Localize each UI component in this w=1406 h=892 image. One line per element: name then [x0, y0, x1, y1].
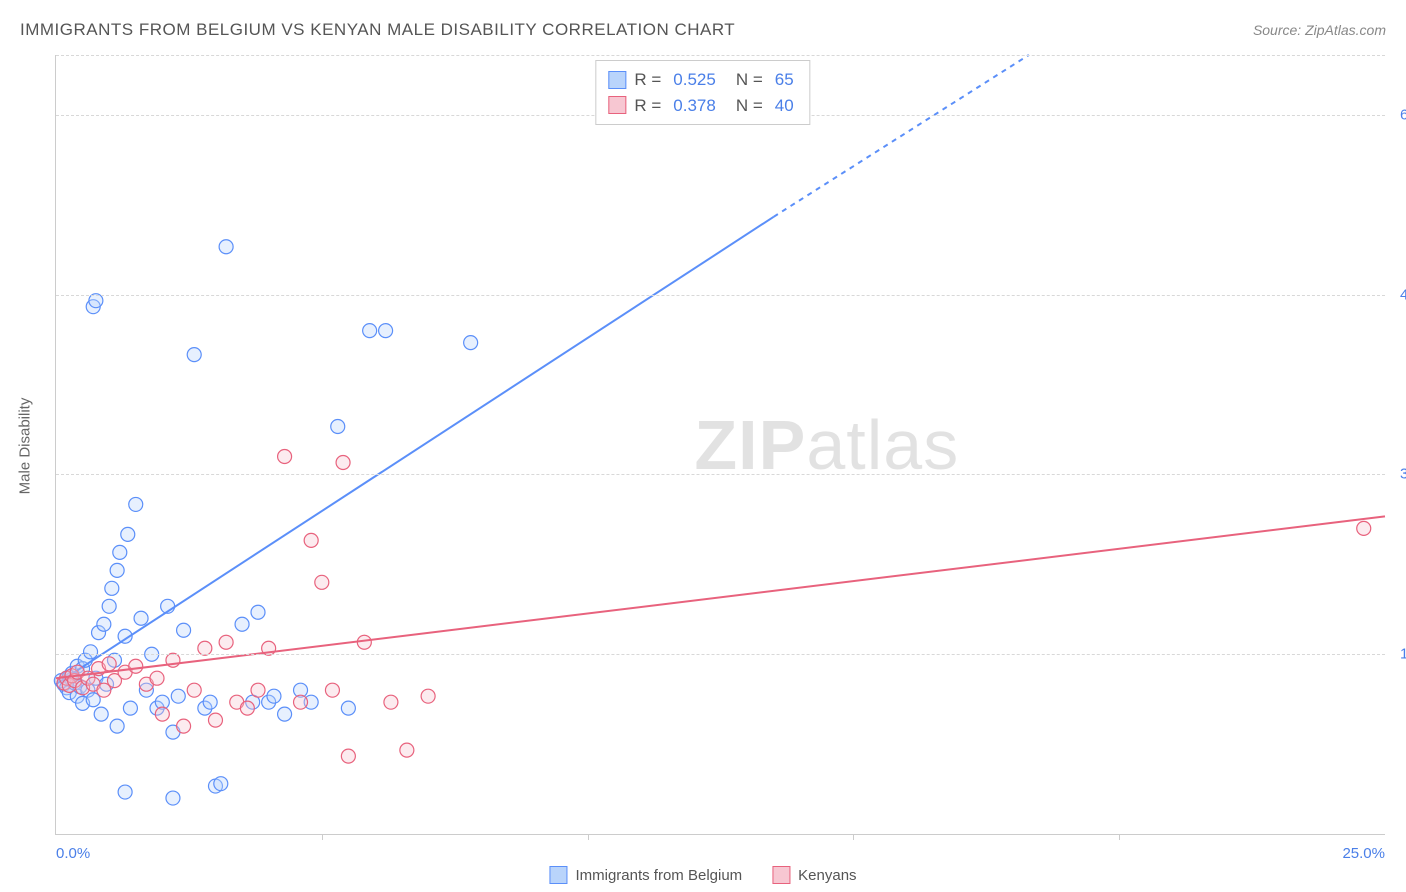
stats-legend-box: R = 0.525 N = 65 R = 0.378 N = 40: [595, 60, 810, 125]
stat-n-label: N =: [736, 67, 763, 93]
data-point: [198, 641, 212, 655]
stat-n-value: 65: [771, 67, 798, 93]
data-point: [251, 683, 265, 697]
gridline: [56, 654, 1385, 655]
data-point: [1357, 521, 1371, 535]
stats-row: R = 0.378 N = 40: [608, 93, 797, 119]
data-point: [121, 527, 135, 541]
y-tick-label: 60.0%: [1390, 106, 1406, 123]
title-bar: IMMIGRANTS FROM BELGIUM VS KENYAN MALE D…: [20, 20, 1386, 40]
source-label: Source: ZipAtlas.com: [1253, 22, 1386, 38]
data-point: [203, 695, 217, 709]
stat-r-label: R =: [634, 67, 661, 93]
data-point: [331, 420, 345, 434]
data-point: [379, 324, 393, 338]
data-point: [94, 707, 108, 721]
data-point: [267, 689, 281, 703]
data-point: [278, 449, 292, 463]
data-point: [129, 497, 143, 511]
stat-n-value: 40: [771, 93, 798, 119]
data-point: [134, 611, 148, 625]
y-tick-label: 15.0%: [1390, 646, 1406, 663]
trendline-extrapolated: [774, 55, 1029, 217]
legend-swatch: [608, 96, 626, 114]
x-tick-label: 0.0%: [56, 845, 90, 862]
stat-n-label: N =: [736, 93, 763, 119]
x-tick: [588, 834, 589, 840]
data-point: [219, 635, 233, 649]
stat-r-label: R =: [634, 93, 661, 119]
data-point: [89, 294, 103, 308]
gridline: [56, 474, 1385, 475]
x-tick: [1119, 834, 1120, 840]
gridline: [56, 295, 1385, 296]
data-point: [177, 719, 191, 733]
data-point: [278, 707, 292, 721]
data-point: [341, 749, 355, 763]
data-point: [315, 575, 329, 589]
legend-item: Kenyans: [772, 866, 856, 884]
data-point: [235, 617, 249, 631]
stat-r-value: 0.378: [669, 93, 720, 119]
data-point: [187, 683, 201, 697]
data-point: [187, 348, 201, 362]
data-point: [240, 701, 254, 715]
data-point: [110, 563, 124, 577]
chart-title: IMMIGRANTS FROM BELGIUM VS KENYAN MALE D…: [20, 20, 735, 40]
legend-swatch: [772, 866, 790, 884]
stats-row: R = 0.525 N = 65: [608, 67, 797, 93]
data-point: [384, 695, 398, 709]
data-point: [294, 695, 308, 709]
stat-r-value: 0.525: [669, 67, 720, 93]
data-point: [208, 713, 222, 727]
data-point: [150, 671, 164, 685]
data-point: [123, 701, 137, 715]
data-point: [110, 719, 124, 733]
data-point: [171, 689, 185, 703]
legend-swatch: [549, 866, 567, 884]
series-legend: Immigrants from Belgium Kenyans: [549, 866, 856, 884]
data-point: [118, 785, 132, 799]
data-point: [102, 599, 116, 613]
data-point: [129, 659, 143, 673]
data-point: [113, 545, 127, 559]
data-point: [251, 605, 265, 619]
data-point: [214, 777, 228, 791]
y-tick-label: 30.0%: [1390, 466, 1406, 483]
plot-svg: [56, 55, 1385, 834]
data-point: [363, 324, 377, 338]
data-point: [84, 645, 98, 659]
data-point: [102, 657, 116, 671]
data-point: [166, 791, 180, 805]
data-point: [219, 240, 233, 254]
data-point: [341, 701, 355, 715]
gridline: [56, 55, 1385, 56]
x-tick: [853, 834, 854, 840]
plot-area: ZIPatlas 15.0%30.0%45.0%60.0%0.0%25.0%: [55, 55, 1385, 835]
data-point: [400, 743, 414, 757]
data-point: [336, 455, 350, 469]
data-point: [177, 623, 191, 637]
data-point: [421, 689, 435, 703]
data-point: [304, 533, 318, 547]
legend-item: Immigrants from Belgium: [549, 866, 742, 884]
y-axis-label: Male Disability: [17, 398, 34, 495]
y-tick-label: 45.0%: [1390, 286, 1406, 303]
legend-label: Immigrants from Belgium: [575, 867, 742, 884]
data-point: [155, 707, 169, 721]
legend-label: Kenyans: [798, 867, 856, 884]
legend-swatch: [608, 71, 626, 89]
trendline: [56, 217, 774, 684]
x-tick: [322, 834, 323, 840]
data-point: [464, 336, 478, 350]
x-tick-label: 25.0%: [1342, 845, 1385, 862]
data-point: [325, 683, 339, 697]
data-point: [105, 581, 119, 595]
data-point: [97, 617, 111, 631]
